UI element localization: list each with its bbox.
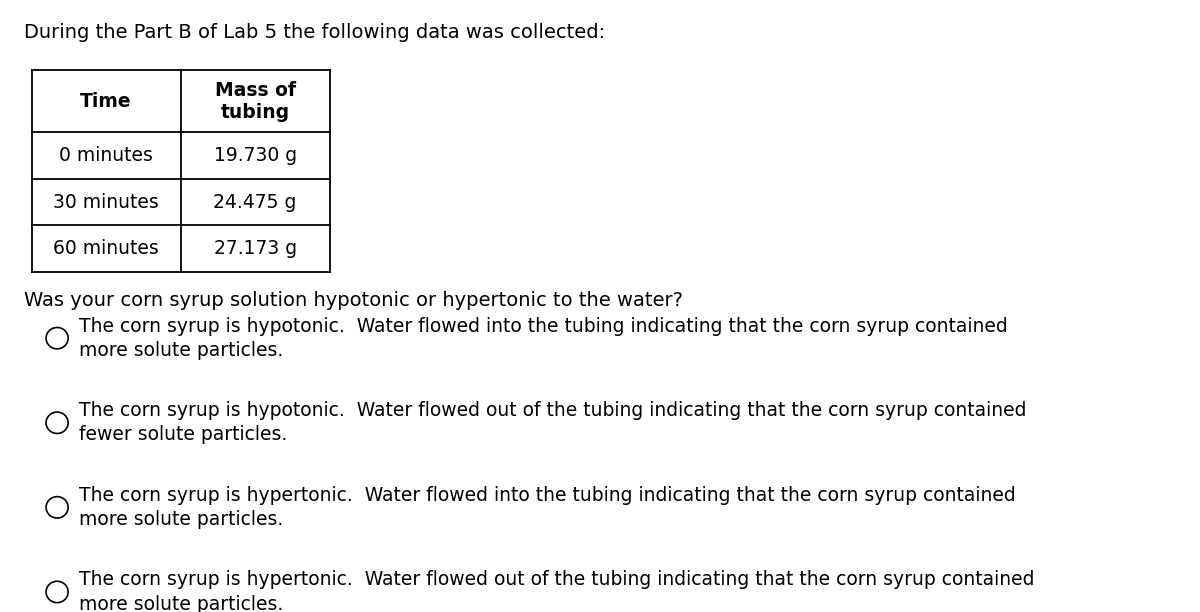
Text: The corn syrup is hypertonic.  Water flowed out of the tubing indicating that th: The corn syrup is hypertonic. Water flow…: [79, 570, 1034, 612]
Text: The corn syrup is hypotonic.  Water flowed into the tubing indicating that the c: The corn syrup is hypotonic. Water flowe…: [79, 316, 1008, 360]
Text: The corn syrup is hypertonic.  Water flowed into the tubing indicating that the : The corn syrup is hypertonic. Water flow…: [79, 486, 1016, 529]
Text: 19.730 g: 19.730 g: [214, 146, 296, 165]
Text: During the Part B of Lab 5 the following data was collected:: During the Part B of Lab 5 the following…: [24, 23, 605, 42]
Text: Time: Time: [80, 92, 132, 111]
Text: 30 minutes: 30 minutes: [53, 193, 160, 212]
Text: 0 minutes: 0 minutes: [59, 146, 154, 165]
Text: Was your corn syrup solution hypotonic or hypertonic to the water?: Was your corn syrup solution hypotonic o…: [24, 291, 683, 310]
Text: 24.475 g: 24.475 g: [214, 193, 296, 212]
Text: Mass of
tubing: Mass of tubing: [215, 81, 295, 122]
Text: 27.173 g: 27.173 g: [214, 239, 296, 258]
Text: 60 minutes: 60 minutes: [53, 239, 160, 258]
Text: The corn syrup is hypotonic.  Water flowed out of the tubing indicating that the: The corn syrup is hypotonic. Water flowe…: [79, 401, 1027, 444]
